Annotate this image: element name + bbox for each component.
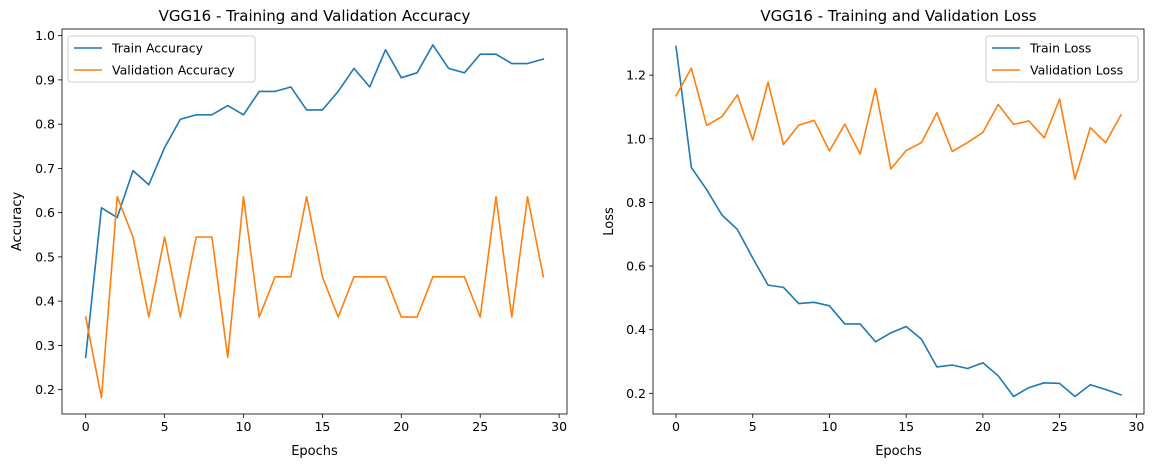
x-tick-label: 10 — [236, 419, 252, 434]
chart-title: VGG16 - Training and Validation Accuracy — [159, 7, 471, 25]
y-tick-label: 0.6 — [626, 259, 646, 274]
x-tick-label: 25 — [472, 419, 488, 434]
x-tick-label: 20 — [393, 419, 409, 434]
x-tick-label: 15 — [898, 419, 914, 434]
legend-label: Validation Loss — [1030, 63, 1123, 78]
series-line-validation — [674, 67, 1123, 180]
series-lines — [674, 45, 1123, 398]
x-tick-label: 20 — [975, 419, 991, 434]
series-line-validation — [84, 195, 545, 399]
y-tick-label: 0.3 — [35, 338, 55, 353]
y-tick-label: 0.4 — [35, 294, 55, 309]
y-tick-label: 0.4 — [626, 322, 646, 337]
series-line-train — [84, 44, 545, 359]
legend: Train Loss Validation Loss — [985, 35, 1139, 83]
plot-area — [61, 28, 568, 415]
legend-box — [985, 35, 1139, 83]
plot-area — [652, 28, 1145, 415]
x-tick-label: 0 — [672, 419, 680, 434]
x-tick-label: 10 — [822, 419, 838, 434]
y-ticks: 0.2 0.4 0.6 0.8 1.0 1.2 — [626, 68, 653, 401]
y-tick-label: 0.6 — [35, 205, 55, 220]
loss-chart: VGG16 - Training and Validation Loss Epo… — [602, 7, 1145, 459]
x-tick-label: 30 — [1128, 419, 1144, 434]
y-tick-label: 0.7 — [35, 161, 55, 176]
series-line-train — [675, 45, 1123, 398]
legend-label: Validation Accuracy — [112, 63, 235, 78]
x-ticks: 0 5 10 15 20 25 30 — [82, 414, 567, 434]
y-tick-label: 0.5 — [35, 249, 55, 264]
x-tick-label: 25 — [1052, 419, 1068, 434]
y-tick-label: 0.2 — [626, 386, 646, 401]
x-ticks: 0 5 10 15 20 25 30 — [672, 414, 1144, 434]
x-axis-label: Epochs — [875, 444, 922, 459]
y-tick-label: 0.8 — [35, 117, 55, 132]
y-tick-label: 1.0 — [626, 131, 646, 146]
y-ticks: 0.2 0.3 0.4 0.5 0.6 0.7 0.8 0.9 1.0 — [35, 28, 62, 397]
y-tick-label: 0.2 — [35, 382, 55, 397]
x-tick-label: 30 — [551, 419, 567, 434]
x-tick-label: 0 — [82, 419, 90, 434]
accuracy-chart: VGG16 - Training and Validation Accuracy… — [10, 7, 568, 459]
y-axis-label: Loss — [602, 207, 617, 236]
legend-label: Train Loss — [1029, 41, 1091, 56]
legend-label: Train Accuracy — [111, 41, 204, 56]
y-tick-label: 1.0 — [35, 28, 55, 43]
legend: Train Accuracy Validation Accuracy — [67, 35, 256, 83]
y-axis-label: Accuracy — [10, 192, 25, 252]
x-tick-label: 5 — [749, 419, 757, 434]
y-tick-label: 1.2 — [626, 68, 646, 83]
chart-title: VGG16 - Training and Validation Loss — [760, 7, 1036, 25]
y-tick-label: 0.9 — [35, 72, 55, 87]
legend-box — [67, 35, 256, 83]
x-tick-label: 15 — [314, 419, 330, 434]
y-tick-label: 0.8 — [626, 195, 646, 210]
x-tick-label: 5 — [161, 419, 169, 434]
x-axis-label: Epochs — [291, 444, 338, 459]
series-lines — [84, 44, 545, 399]
